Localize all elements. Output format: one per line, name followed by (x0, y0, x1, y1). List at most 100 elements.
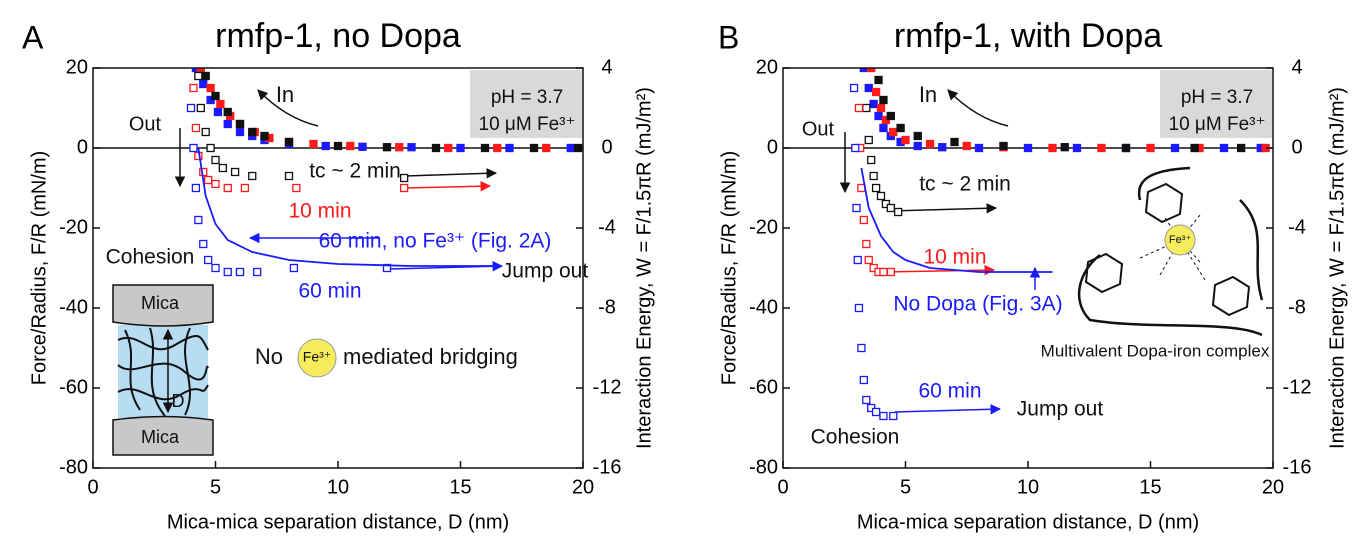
open-square (189, 143, 198, 153)
filled-square (235, 119, 245, 129)
open-square (869, 171, 878, 181)
x-tick-label: 15 (1139, 476, 1161, 498)
filled-square (950, 137, 959, 147)
filled-square (867, 68, 876, 73)
y-tick-label: 20 (756, 56, 778, 78)
filled-square (874, 75, 883, 85)
filled-square (1219, 143, 1229, 153)
filled-square (235, 127, 245, 137)
filled-square (223, 107, 232, 117)
filled-square (876, 103, 886, 113)
annotation: Mica (141, 427, 180, 447)
filled-square (869, 99, 878, 109)
filled-square (879, 123, 888, 133)
filled-square (859, 68, 868, 73)
open-square (862, 103, 871, 113)
annotation: tc ~ 2 min (309, 160, 401, 183)
annotation: No Dopa (Fig. 3A) (893, 293, 1062, 316)
open-square (886, 203, 895, 213)
filled-square (896, 123, 905, 133)
annotation: Fe³⁺ (1169, 234, 1192, 246)
open-square (203, 175, 213, 185)
condition-box (1160, 70, 1272, 138)
polymer-backbone (1077, 166, 1264, 337)
filled-square (913, 131, 922, 141)
filled-square (493, 143, 502, 153)
filled-square (886, 111, 895, 121)
annotation: 60 min (918, 380, 981, 403)
annotation: Cohesion (106, 246, 195, 269)
annotation: Out (129, 113, 162, 135)
open-square (289, 263, 299, 273)
open-square (194, 215, 203, 225)
open-square (399, 183, 409, 193)
open-square (211, 179, 220, 189)
filled-square (925, 139, 935, 149)
open-square (862, 239, 871, 249)
y-tick-label: -40 (59, 296, 88, 318)
open-square (864, 135, 873, 145)
annotation: Jump out (1017, 398, 1104, 421)
arrow (404, 168, 498, 179)
open-square (853, 255, 862, 265)
annotation: Cohesion (811, 426, 900, 449)
annotation: 10 μM Fe³⁺ (479, 114, 576, 135)
x-tick-label: 0 (777, 476, 788, 498)
y2-tick-label: 4 (1291, 56, 1302, 78)
open-square (235, 267, 245, 277)
filled-square (1190, 143, 1199, 153)
annotation: mediated bridging (343, 344, 518, 369)
annotation: Multivalent Dopa-iron complex (1041, 341, 1270, 360)
open-square (864, 255, 873, 265)
filled-square (431, 143, 441, 153)
annotation: 10 min (288, 200, 351, 223)
filled-square (901, 135, 910, 145)
open-square (879, 411, 888, 421)
filled-square (248, 127, 257, 137)
open-square (851, 143, 860, 153)
y-axis-label: Force/Radius, F/R (mN/m) (28, 151, 50, 385)
mica-top (112, 284, 214, 327)
y-tick-label: -20 (59, 216, 88, 238)
y2-tick-label: -4 (598, 216, 616, 238)
annotation: Mica (141, 293, 180, 313)
iron-ion (1164, 224, 1196, 256)
x-tick-label: 20 (572, 476, 594, 498)
y2-tick-label: 0 (1291, 136, 1302, 158)
annotation: tc ~ 2 min (919, 173, 1011, 196)
iron-ion (297, 338, 337, 378)
mica-bottom (112, 415, 214, 456)
open-square (876, 191, 886, 201)
filled-square (284, 137, 294, 147)
filled-square (1146, 143, 1155, 153)
open-square (854, 303, 864, 313)
open-square (852, 203, 861, 213)
y-tick-label: 20 (66, 56, 88, 78)
filled-square (333, 141, 343, 151)
x-tick-label: 20 (1262, 476, 1284, 498)
filled-square (444, 143, 453, 153)
y2-tick-label: -16 (593, 456, 622, 478)
open-square (871, 183, 881, 193)
filled-square (542, 143, 551, 153)
annotation: 60 min (298, 280, 361, 303)
filled-square (874, 111, 883, 121)
y2-tick-label: -16 (1283, 456, 1312, 478)
x-tick-label: 15 (449, 476, 471, 498)
open-square (859, 375, 868, 385)
y2-tick-label: 0 (601, 136, 612, 158)
filled-square (480, 143, 490, 153)
filled-square (395, 143, 404, 152)
arrow (879, 264, 996, 276)
annotation: No (255, 344, 283, 369)
open-square (191, 123, 201, 133)
open-square (879, 267, 888, 277)
open-square (199, 239, 208, 249)
open-square (211, 155, 220, 165)
open-square (292, 183, 301, 193)
open-square (889, 411, 898, 421)
x-axis-label: Mica-mica separation distance, D (nm) (167, 511, 509, 533)
y2-axis-label: Interaction Energy, W = F/1.5πR (mJ/m²) (1326, 87, 1348, 449)
open-square (211, 263, 220, 273)
